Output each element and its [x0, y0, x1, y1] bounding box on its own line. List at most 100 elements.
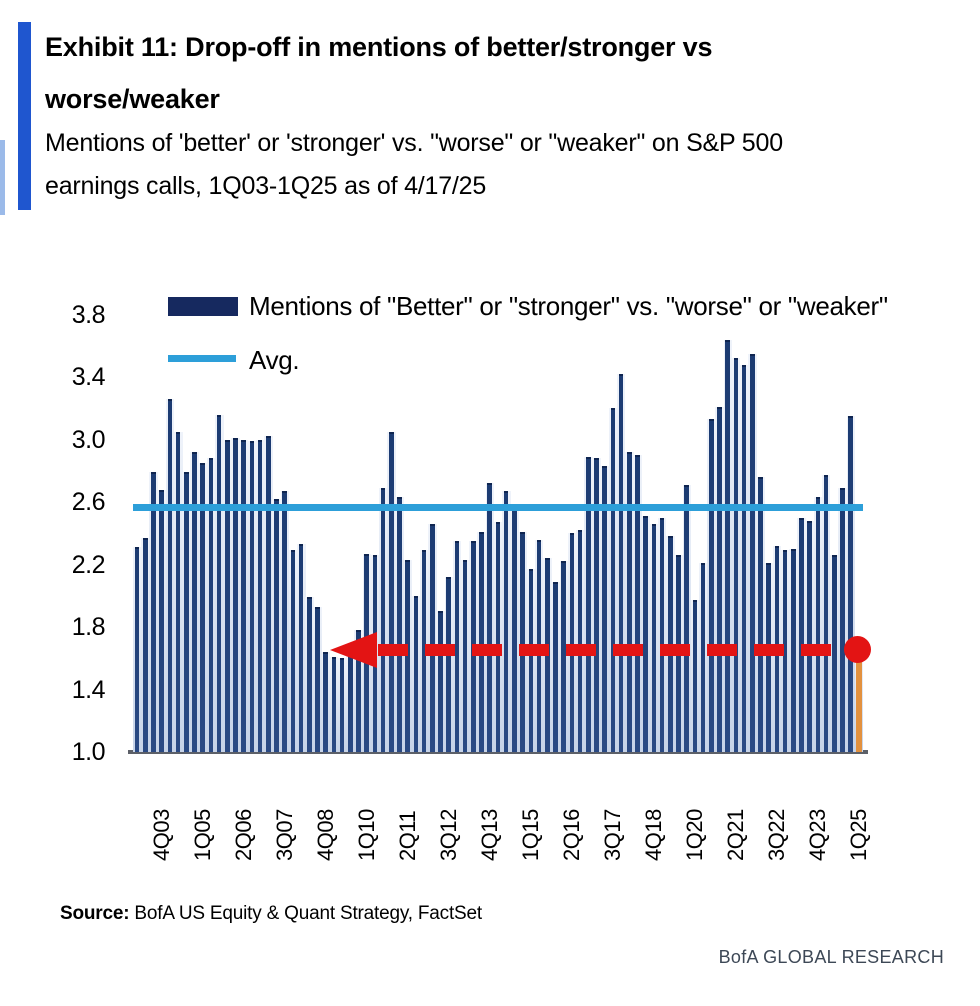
bar [733, 358, 739, 752]
x-axis-tick-label: 3Q12 [435, 809, 461, 861]
x-axis-tick-label: 2Q16 [558, 809, 584, 861]
source-prefix: Source: [60, 903, 130, 924]
legend-bar-label: Mentions of "Better" or "stronger" vs. "… [249, 291, 888, 321]
legend-avg-label: Avg. [249, 345, 300, 375]
bar [446, 577, 452, 752]
bar [430, 523, 435, 752]
x-axis-tick-label: 1Q15 [517, 809, 543, 861]
exhibit-title-line2: worse/weaker [45, 84, 220, 114]
red-arrow-head-icon [330, 632, 377, 668]
bar [594, 458, 599, 752]
bar [503, 491, 509, 752]
source-text: BofA US Equity & Quant Strategy, FactSet [129, 903, 482, 924]
y-axis-tick-label: 1.4 [71, 675, 106, 704]
x-axis-tick-label: 1Q25 [845, 809, 871, 861]
bar [233, 437, 238, 752]
bar [848, 416, 853, 752]
bar [380, 487, 386, 752]
red-dashed-annotation-line [378, 644, 848, 656]
source-note: Source: BofA US Equity & Quant Strategy,… [60, 903, 482, 925]
bar [282, 491, 288, 752]
bar [807, 520, 812, 752]
bar [602, 466, 607, 752]
x-axis-tick-label: 4Q23 [804, 809, 830, 861]
bar [561, 561, 566, 752]
bar [512, 505, 517, 752]
bar [397, 497, 402, 752]
bar [717, 406, 722, 752]
bar [175, 431, 181, 752]
bar [528, 569, 534, 752]
y-axis-tick-label: 1.0 [71, 738, 106, 766]
bar [487, 483, 493, 752]
bar [315, 606, 320, 752]
bar [413, 595, 419, 752]
y-axis-tick-label: 3.8 [71, 300, 106, 329]
bar [331, 656, 337, 752]
bar [700, 562, 706, 752]
bar [577, 530, 583, 752]
average-line [133, 503, 863, 511]
bar [192, 452, 197, 752]
bar [356, 630, 361, 752]
x-axis-tick-label: 3Q07 [271, 809, 297, 861]
bar [200, 462, 205, 752]
page-edge-artifact [0, 140, 5, 215]
y-axis-tick-label: 2.6 [71, 488, 106, 516]
bar [635, 455, 640, 752]
title-accent-bar [18, 22, 31, 210]
bar [184, 472, 189, 752]
bar-current-quarter [856, 650, 862, 752]
bar [274, 498, 279, 752]
bar [840, 487, 845, 752]
bar [348, 655, 353, 752]
bar [208, 458, 214, 752]
bar [438, 611, 443, 752]
bar [257, 439, 263, 752]
bar [159, 489, 164, 752]
bar [799, 517, 804, 752]
bar [151, 472, 156, 752]
bar [553, 581, 558, 752]
bar [323, 652, 329, 752]
bar [684, 484, 689, 752]
bar [167, 398, 173, 752]
bar [741, 364, 747, 752]
bar [569, 533, 575, 752]
y-axis-tick-label: 1.8 [71, 613, 106, 641]
x-axis-tick-label: 4Q18 [640, 809, 666, 861]
y-axis-tick-label: 3.0 [71, 425, 106, 454]
bar [725, 339, 730, 752]
bar [290, 550, 296, 752]
bar [298, 544, 304, 752]
x-axis-tick-label: 4Q03 [148, 809, 174, 861]
chart-subtitle-line1: Mentions of 'better' or 'stronger' vs. "… [45, 129, 783, 157]
legend-avg-line-swatch [168, 355, 236, 362]
bar [389, 431, 394, 752]
x-axis-tick-label: 1Q05 [189, 809, 215, 861]
x-axis-baseline [128, 750, 868, 754]
bar [643, 516, 648, 752]
bar [143, 537, 148, 752]
x-axis-tick-label: 2Q11 [394, 810, 420, 861]
bar [823, 475, 829, 752]
bar [495, 522, 501, 752]
x-axis-tick-label: 3Q17 [599, 809, 625, 861]
x-axis-tick-label: 3Q22 [763, 809, 789, 861]
x-axis-tick-label: 4Q13 [476, 809, 502, 861]
bar [520, 531, 525, 752]
bar [266, 436, 271, 752]
x-axis-tick-label: 2Q06 [230, 809, 256, 861]
chart-subtitle-line2: earnings calls, 1Q03-1Q25 as of 4/17/25 [45, 172, 487, 200]
bar [692, 600, 698, 752]
bar [241, 439, 247, 752]
bar [249, 441, 255, 752]
bar [610, 408, 616, 752]
bar [659, 517, 665, 752]
bar [749, 353, 755, 752]
exhibit-title-line1: Exhibit 11: Drop-off in mentions of bett… [45, 32, 713, 62]
red-annotation-endpoint-dot [844, 636, 871, 663]
bar [479, 531, 484, 752]
bar [758, 477, 763, 752]
bar [815, 497, 821, 752]
